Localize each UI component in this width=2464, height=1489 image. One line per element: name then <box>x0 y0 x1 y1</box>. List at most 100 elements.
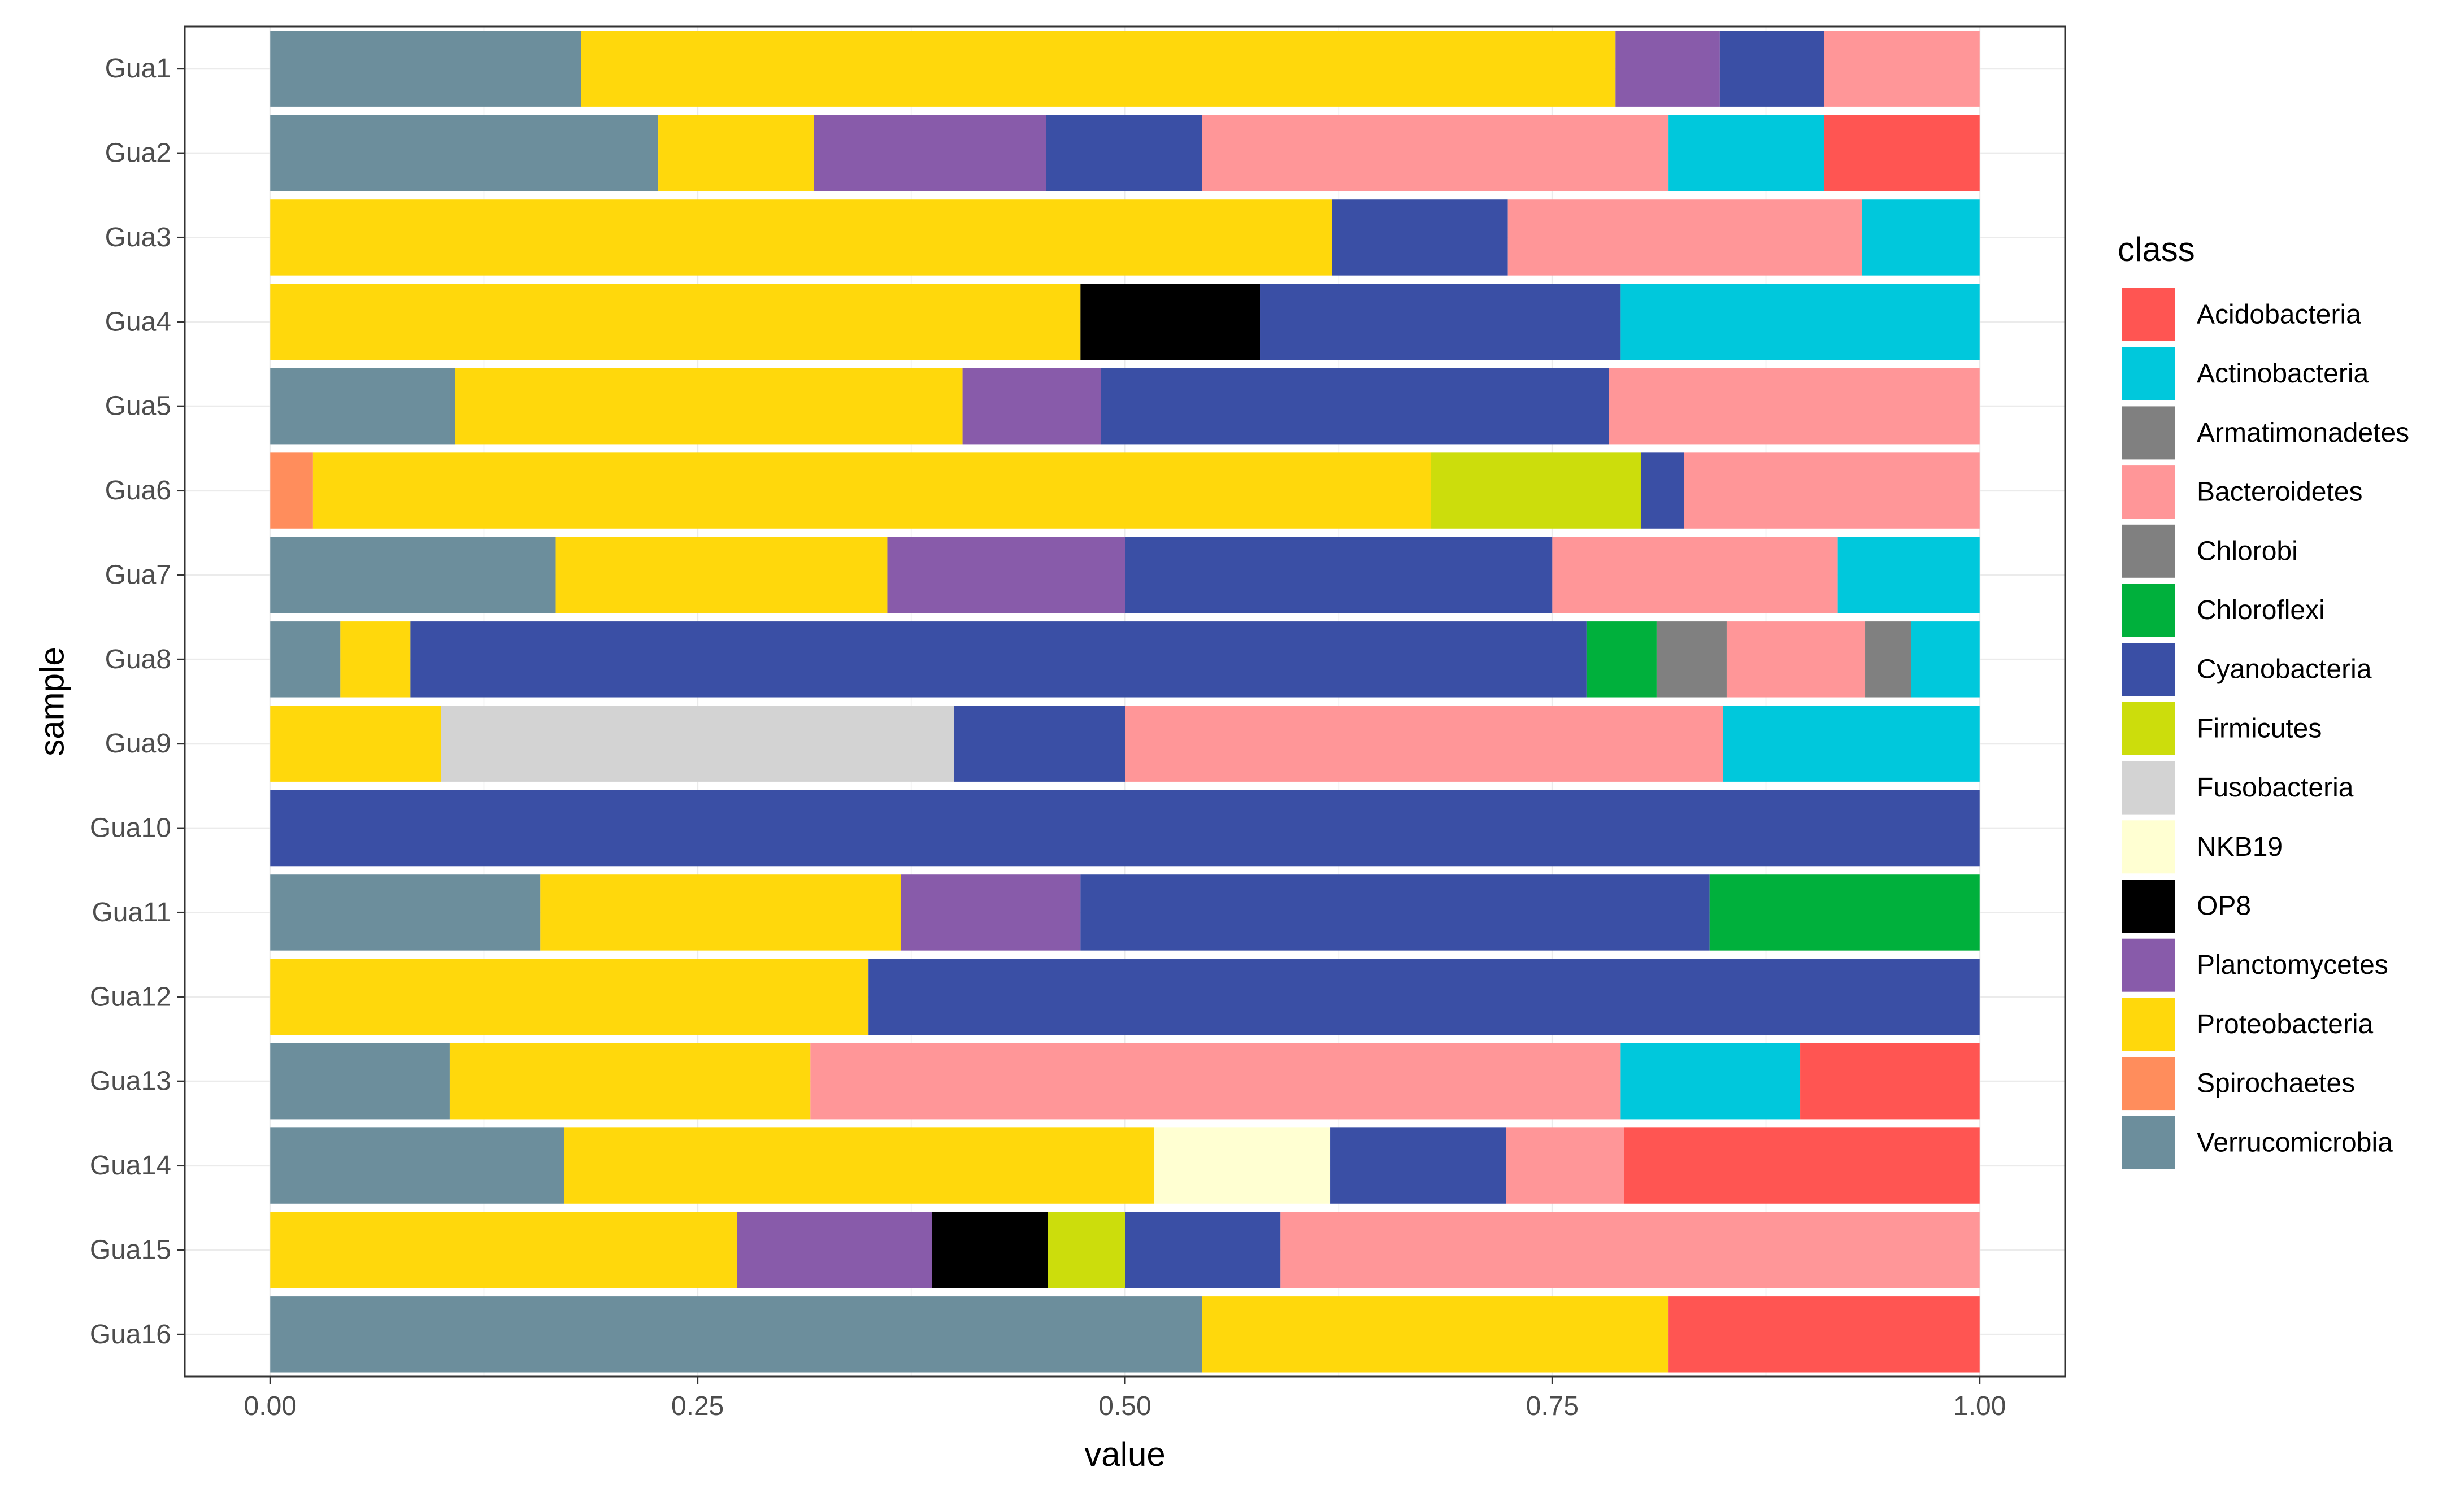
bar-segment-gua1-proteobacteria <box>581 31 1616 107</box>
bar-segment-gua13-actinobacteria <box>1620 1043 1801 1120</box>
bar-segment-gua11-cyanobacteria <box>1080 874 1710 951</box>
bar-segment-gua15-cyanobacteria <box>1125 1212 1281 1288</box>
y-tick-label: Gua3 <box>105 223 171 252</box>
legend-label-firmicutes: Firmicutes <box>2197 713 2322 743</box>
bar-segment-gua8-chlorobi <box>1656 621 1727 698</box>
legend-label-armatimonadetes: Armatimonadetes <box>2197 418 2409 448</box>
bar-segment-gua8-cyanobacteria <box>410 621 1587 698</box>
bar-segment-gua2-proteobacteria <box>658 115 814 191</box>
y-tick-label: Gua7 <box>105 560 171 590</box>
bar-segment-gua14-proteobacteria <box>564 1127 1154 1204</box>
legend-label-acidobacteria: Acidobacteria <box>2197 300 2361 330</box>
bar-segment-gua13-bacteroidetes <box>810 1043 1621 1120</box>
bar-segment-gua7-bacteroidetes <box>1552 537 1838 613</box>
legend-key-spirochaetes <box>2122 1057 2175 1111</box>
y-tick-label: Gua8 <box>105 645 171 674</box>
bar-segment-gua3-bacteroidetes <box>1507 199 1862 276</box>
y-tick-label: Gua10 <box>90 813 171 843</box>
bar-segment-gua6-proteobacteria <box>312 452 1431 529</box>
bar-segment-gua11-planctomycetes <box>901 874 1081 951</box>
x-axis: 0.00 0.25 0.50 0.75 1.00 <box>244 1377 2006 1421</box>
bar-segment-gua6-bacteroidetes <box>1684 452 1980 529</box>
bar-segment-gua16-acidobacteria <box>1668 1296 1980 1373</box>
bar-segment-gua8-verrucomicrobia <box>270 621 341 698</box>
legend-label-chlorobi: Chlorobi <box>2197 536 2298 566</box>
y-tick-label: Gua5 <box>105 391 171 421</box>
bar-segment-gua2-bacteroidetes <box>1202 115 1669 191</box>
legend-label-actinobacteria: Actinobacteria <box>2197 359 2369 389</box>
bar-segment-gua4-op8 <box>1080 284 1261 360</box>
bar-segment-gua12-cyanobacteria <box>868 959 1980 1035</box>
bar-segment-gua2-verrucomicrobia <box>270 115 659 191</box>
bar-segment-gua9-bacteroidetes <box>1125 706 1723 782</box>
bar-segment-gua7-verrucomicrobia <box>270 537 556 613</box>
legend-label-verrucomicrobia: Verrucomicrobia <box>2197 1127 2393 1157</box>
bar-segment-gua13-proteobacteria <box>449 1043 811 1120</box>
bar-segment-gua14-bacteroidetes <box>1506 1127 1624 1204</box>
bar-segment-gua7-planctomycetes <box>887 537 1125 613</box>
bar-segment-gua1-planctomycetes <box>1615 31 1720 107</box>
bar-segment-gua1-bacteroidetes <box>1824 31 1980 107</box>
bar-segment-gua1-verrucomicrobia <box>270 31 581 107</box>
legend-label-spirochaetes: Spirochaetes <box>2197 1069 2355 1099</box>
bar-segment-gua6-firmicutes <box>1431 452 1641 529</box>
bar-segment-gua14-cyanobacteria <box>1330 1127 1506 1204</box>
bar-segment-gua4-actinobacteria <box>1620 284 1980 360</box>
y-tick-label: Gua1 <box>105 54 171 84</box>
bar-segment-gua15-firmicutes <box>1048 1212 1125 1288</box>
y-tick-label: Gua2 <box>105 138 171 168</box>
bar-segment-gua2-cyanobacteria <box>1046 115 1202 191</box>
y-tick-label: Gua9 <box>105 729 171 759</box>
bar-segment-gua8-armatimonadetes <box>1865 621 1911 698</box>
legend-label-bacteroidetes: Bacteroidetes <box>2197 477 2363 507</box>
x-tick-label: 0.25 <box>671 1391 724 1421</box>
legend-key-fusobacteria <box>2122 761 2175 815</box>
bar-segment-gua16-proteobacteria <box>1202 1296 1669 1373</box>
legend-key-cyanobacteria <box>2122 643 2175 696</box>
y-tick-label: Gua15 <box>90 1235 171 1265</box>
legend-label-chloroflexi: Chloroflexi <box>2197 595 2325 625</box>
legend-key-armatimonadetes <box>2122 406 2175 460</box>
bar-segment-gua2-acidobacteria <box>1824 115 1980 191</box>
legend-key-bacteroidetes <box>2122 465 2175 519</box>
bar-segment-gua14-nkb19 <box>1154 1127 1331 1204</box>
bar-segment-gua5-proteobacteria <box>455 368 963 445</box>
bar-segment-gua16-verrucomicrobia <box>270 1296 1202 1373</box>
y-tick-label: Gua16 <box>90 1320 171 1349</box>
bar-segment-gua11-chloroflexi <box>1709 874 1980 951</box>
bar-segment-gua3-proteobacteria <box>270 199 1332 276</box>
bar-segment-gua9-proteobacteria <box>270 706 441 782</box>
y-tick-label: Gua4 <box>105 307 171 337</box>
bar-segment-gua5-planctomycetes <box>962 368 1101 445</box>
x-tick-label: 0.50 <box>1098 1391 1151 1421</box>
legend-key-chlorobi <box>2122 524 2175 578</box>
y-axis: Gua1 Gua2 Gua3 Gua4 Gua5 Gua6 Gua7 Gua8 Gua9 Gua1… <box>90 54 185 1349</box>
legend-label-fusobacteria: Fusobacteria <box>2197 773 2354 803</box>
x-tick-label: 0.75 <box>1526 1391 1579 1421</box>
legend: class Acidobacteria Actinobacteria Armatim… <box>2118 230 2409 1169</box>
bar-segment-gua2-planctomycetes <box>814 115 1046 191</box>
y-axis-title: sample <box>33 647 71 756</box>
y-tick-label: Gua14 <box>90 1151 171 1181</box>
x-tick-label: 1.00 <box>1953 1391 2006 1421</box>
bar-segment-gua4-proteobacteria <box>270 284 1081 360</box>
bar-segment-gua15-op8 <box>932 1212 1048 1288</box>
legend-key-verrucomicrobia <box>2122 1116 2175 1169</box>
bar-segment-gua15-bacteroidetes <box>1280 1212 1980 1288</box>
legend-label-proteobacteria: Proteobacteria <box>2197 1009 2373 1039</box>
bar-segment-gua13-verrucomicrobia <box>270 1043 450 1120</box>
bar-segment-gua15-proteobacteria <box>270 1212 737 1288</box>
bar-segment-gua13-acidobacteria <box>1800 1043 1980 1120</box>
legend-key-nkb19 <box>2122 820 2175 874</box>
y-tick-label: Gua12 <box>90 982 171 1012</box>
bar-segment-gua9-fusobacteria <box>441 706 954 782</box>
legend-key-planctomycetes <box>2122 938 2175 992</box>
legend-key-chloroflexi <box>2122 584 2175 637</box>
bar-segment-gua3-cyanobacteria <box>1332 199 1508 276</box>
bar-segment-gua14-acidobacteria <box>1624 1127 1980 1204</box>
bar-segment-gua2-actinobacteria <box>1668 115 1824 191</box>
bar-segment-gua7-actinobacteria <box>1837 537 1980 613</box>
bar-segment-gua5-bacteroidetes <box>1609 368 1980 445</box>
legend-key-op8 <box>2122 880 2175 933</box>
bar-segment-gua6-spirochaetes <box>270 452 313 529</box>
